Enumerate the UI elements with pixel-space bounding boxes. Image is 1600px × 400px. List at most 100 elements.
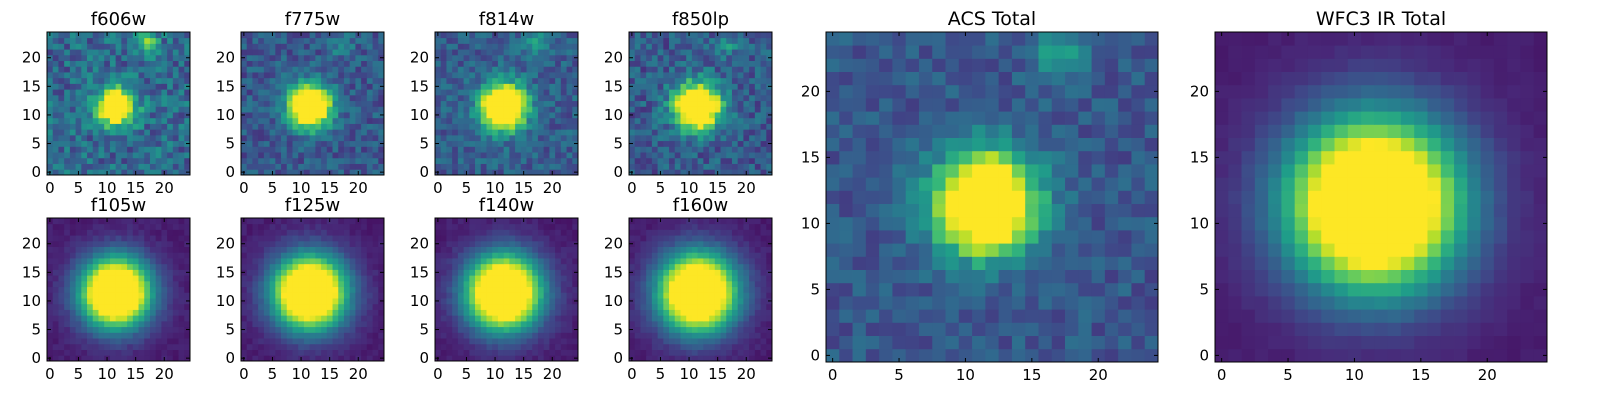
heatmap-cell (64, 349, 71, 356)
heatmap-cell (115, 269, 122, 276)
heatmap-cell (480, 163, 487, 170)
heatmap-cell (526, 332, 533, 339)
heatmap-cell (509, 246, 516, 253)
heatmap-cell (754, 326, 761, 333)
heatmap-cell (372, 320, 379, 328)
heatmap-cell (338, 66, 345, 73)
heatmap-cell (252, 163, 259, 170)
heatmap-cell (64, 355, 71, 362)
heatmap-cell (714, 275, 721, 282)
heatmap-cell (766, 163, 773, 170)
heatmap-cell (497, 146, 505, 153)
heatmap-cell (269, 229, 276, 236)
heatmap-cell (172, 263, 179, 270)
heatmap-cell (178, 60, 185, 67)
heatmap-cell (509, 292, 516, 299)
heatmap-cell (252, 355, 259, 362)
heatmap-cell (246, 54, 253, 61)
heatmap-cell (754, 77, 761, 84)
heatmap-cell (321, 280, 328, 288)
y-tick-label: 20 (410, 49, 429, 67)
heatmap-cell (503, 292, 510, 299)
heatmap-cell (720, 355, 727, 362)
heatmap-cell (543, 332, 550, 339)
heatmap-cell (161, 246, 168, 253)
heatmap-cell (532, 280, 539, 288)
heatmap-cell (566, 100, 573, 107)
heatmap-cell (435, 303, 442, 310)
heatmap-cell (497, 163, 505, 170)
heatmap-cell (292, 292, 299, 299)
heatmap-cell (98, 223, 105, 230)
heatmap-cell (440, 146, 447, 153)
heatmap-cell (81, 229, 88, 236)
heatmap-cell (651, 100, 658, 107)
heatmap-cell (366, 72, 373, 79)
heatmap-cell (121, 146, 128, 153)
heatmap-cell (115, 134, 122, 142)
heatmap-cell (463, 146, 470, 153)
heatmap-cell (269, 157, 276, 164)
heatmap-cell (714, 298, 721, 305)
heatmap-cell (87, 43, 94, 50)
heatmap-cell (435, 280, 442, 288)
heatmap-cell (532, 229, 539, 236)
heatmap-cell (703, 49, 710, 56)
heatmap-cell (651, 89, 658, 96)
heatmap-cell (446, 112, 453, 119)
y-tick-label: 20 (604, 49, 623, 67)
heatmap-cell (167, 117, 174, 124)
heatmap-cell (258, 349, 265, 356)
heatmap-cell (572, 94, 579, 102)
heatmap-cell (104, 77, 111, 84)
heatmap-cell (115, 146, 122, 153)
heatmap-cell (161, 72, 168, 79)
heatmap-cell (326, 146, 333, 153)
heatmap-cell (515, 280, 522, 288)
heatmap-cell (634, 140, 641, 147)
heatmap-cell (109, 106, 117, 113)
heatmap-cell (457, 49, 464, 56)
heatmap-cell (281, 275, 288, 282)
heatmap-cell (446, 338, 453, 345)
heatmap-cell (321, 72, 328, 79)
heatmap-cell (749, 320, 756, 328)
heatmap-cell (75, 152, 82, 159)
heatmap-cell (680, 117, 687, 124)
heatmap-cell (292, 218, 299, 225)
heatmap-cell (355, 269, 362, 276)
heatmap-cell (167, 43, 174, 50)
heatmap-cell (315, 146, 322, 153)
heatmap-cell (731, 106, 739, 113)
heatmap-cell (246, 106, 253, 113)
heatmap-cell (343, 134, 351, 142)
heatmap-cell (252, 303, 259, 310)
y-tick-label: 0 (419, 163, 429, 181)
heatmap-cell (446, 229, 453, 236)
heatmap-cell (87, 269, 94, 276)
heatmap-cell (361, 37, 368, 44)
heatmap-cell (326, 343, 333, 350)
heatmap-cell (651, 77, 658, 84)
heatmap-cell (263, 32, 270, 39)
heatmap-cell (572, 152, 579, 159)
heatmap-cell (315, 89, 322, 96)
heatmap-cell (309, 94, 316, 102)
heatmap-cell (241, 286, 248, 293)
heatmap-cell (492, 235, 499, 242)
heatmap-cell (64, 258, 71, 265)
heatmap-cell (503, 83, 510, 90)
heatmap-cell (115, 338, 122, 345)
heatmap-cell (292, 100, 299, 107)
heatmap-cell (509, 66, 516, 73)
heatmap-cell (737, 355, 744, 362)
heatmap-cell (520, 112, 527, 119)
heatmap-cell (543, 240, 550, 247)
heatmap-cell (555, 49, 562, 56)
heatmap-cell (75, 89, 82, 96)
heatmap-cell (640, 94, 647, 102)
heatmap-cell (69, 60, 76, 67)
panel-frame (46, 31, 191, 176)
heatmap-cell (303, 315, 311, 322)
heatmap-cell (691, 298, 699, 305)
